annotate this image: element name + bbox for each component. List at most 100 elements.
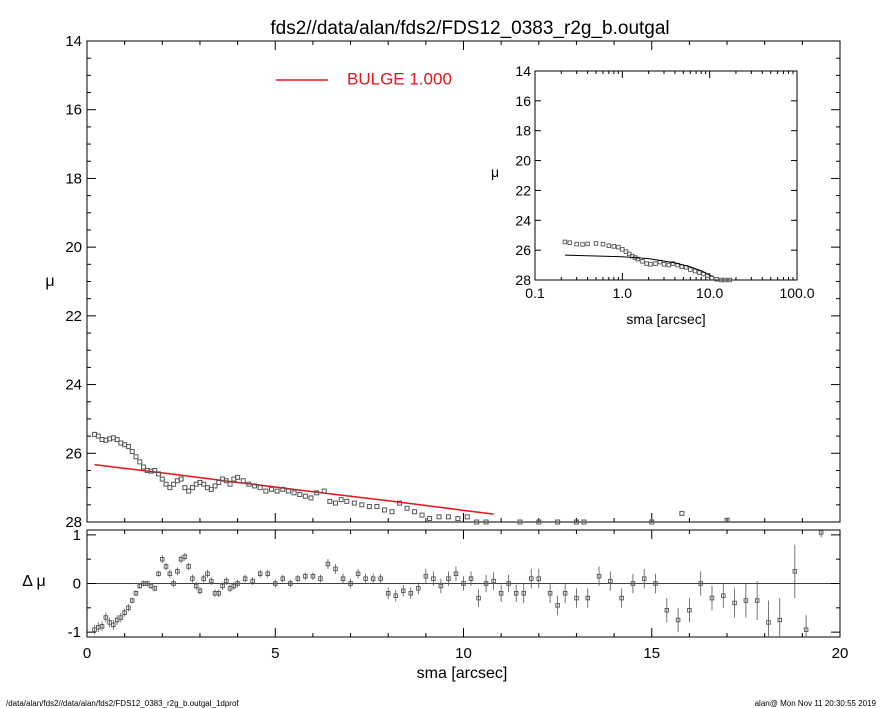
inset-data-point: [635, 256, 640, 262]
data-point: [152, 467, 158, 473]
residual-point: [126, 605, 131, 611]
data-point: [464, 514, 470, 520]
residual-point: [363, 576, 368, 581]
residual-point: [156, 571, 161, 577]
data-point: [573, 519, 579, 525]
data-point: [321, 488, 327, 494]
x-axis-label: sma [arcsec]: [417, 665, 508, 682]
inset-y-tick-label: 28: [515, 272, 531, 288]
inset-data-point: [692, 268, 698, 274]
residual-y-tick-label: -1: [68, 624, 81, 641]
residual-point: [201, 576, 206, 581]
residual-point: [574, 595, 579, 601]
data-point: [216, 479, 222, 485]
inset-data-point: [562, 239, 568, 245]
inset-data-point: [611, 244, 617, 249]
data-point: [374, 504, 380, 510]
data-point: [359, 502, 365, 508]
residual-point: [619, 595, 624, 601]
residual-point: [265, 571, 270, 577]
data-point: [389, 509, 395, 515]
data-point: [280, 486, 286, 492]
residual-point: [393, 593, 398, 598]
data-point: [263, 488, 269, 494]
inset-model-curve: [564, 254, 713, 278]
main-y-tick-label: 18: [65, 170, 82, 187]
residual-point: [114, 617, 120, 623]
residual-point: [555, 603, 560, 608]
residual-point: [193, 583, 199, 589]
data-point: [189, 485, 195, 491]
inset-x-axis-label: sma [arcsec]: [626, 311, 705, 327]
data-point: [240, 478, 246, 484]
residual-point: [653, 581, 658, 586]
inset-panel: 14 16 18 20 22 24 26 280.1 1.0 10.0 100.0 μ sma [a…: [491, 63, 815, 327]
inset-y-tick-label: 14: [515, 63, 531, 79]
data-point: [351, 500, 357, 506]
residual-point: [208, 578, 214, 584]
residual-point: [167, 571, 173, 577]
inset-data-point: [648, 262, 653, 267]
residual-point: [461, 581, 466, 586]
residual-point: [333, 566, 338, 572]
residual-point: [664, 608, 670, 613]
data-point: [474, 519, 480, 525]
residual-point: [766, 620, 771, 625]
data-point: [338, 497, 344, 503]
residual-point: [803, 627, 809, 632]
data-point: [649, 519, 655, 525]
residual-point: [416, 586, 421, 591]
residual-point: [118, 615, 124, 620]
residual-point: [231, 583, 237, 589]
data-point: [223, 478, 229, 484]
data-point: [445, 514, 451, 520]
legend-label: BULGE 1.000: [347, 69, 452, 88]
data-point: [396, 500, 402, 506]
residual-point: [536, 576, 542, 581]
inset-y-tick-label: 18: [515, 123, 531, 139]
residual-point: [107, 620, 112, 625]
main-y-tick-label: 26: [65, 445, 82, 462]
residual-point: [562, 590, 568, 596]
inset-data-point: [722, 277, 728, 283]
inset-data-point: [593, 241, 599, 246]
residual-point: [630, 581, 636, 586]
footer-file-path: /data/alan/fds2//data/alan/fds2/FDS12_03…: [6, 699, 239, 708]
main-y-tick-label: 22: [65, 308, 82, 325]
data-point: [427, 516, 433, 522]
data-point: [212, 483, 218, 489]
data-point: [186, 488, 192, 494]
data-point: [268, 486, 274, 492]
main-y-tick-label: 16: [65, 102, 82, 119]
data-point: [274, 488, 280, 494]
data-point: [227, 481, 233, 487]
residual-point: [171, 581, 176, 586]
residual-point: [99, 624, 105, 629]
residual-point: [453, 571, 459, 577]
data-point: [252, 483, 258, 489]
residual-point: [160, 556, 165, 562]
data-point: [724, 517, 730, 523]
footer-timestamp: alan@ Mon Nov 11 20:30:55 2019: [755, 699, 877, 708]
residual-point: [325, 561, 331, 567]
x-tick-label: 10: [455, 645, 472, 662]
residual-point: [483, 581, 489, 586]
residual-point: [446, 576, 451, 581]
inset-x-tick-label: 0.1: [525, 285, 545, 301]
main-y-tick-label: 20: [65, 239, 82, 256]
residual-point: [103, 615, 109, 620]
data-point: [201, 481, 207, 487]
residual-point: [732, 600, 737, 606]
residual-point: [401, 588, 406, 594]
inset-y-tick-label: 20: [515, 153, 531, 169]
inset-data-point: [661, 262, 667, 267]
inset-y-tick-label: 22: [515, 182, 531, 198]
data-point: [327, 498, 333, 504]
data-point: [483, 519, 489, 525]
residual-point: [224, 578, 229, 584]
data-point: [235, 474, 241, 480]
residual-point: [687, 608, 692, 613]
residual-point: [754, 598, 760, 603]
data-point: [167, 485, 173, 491]
